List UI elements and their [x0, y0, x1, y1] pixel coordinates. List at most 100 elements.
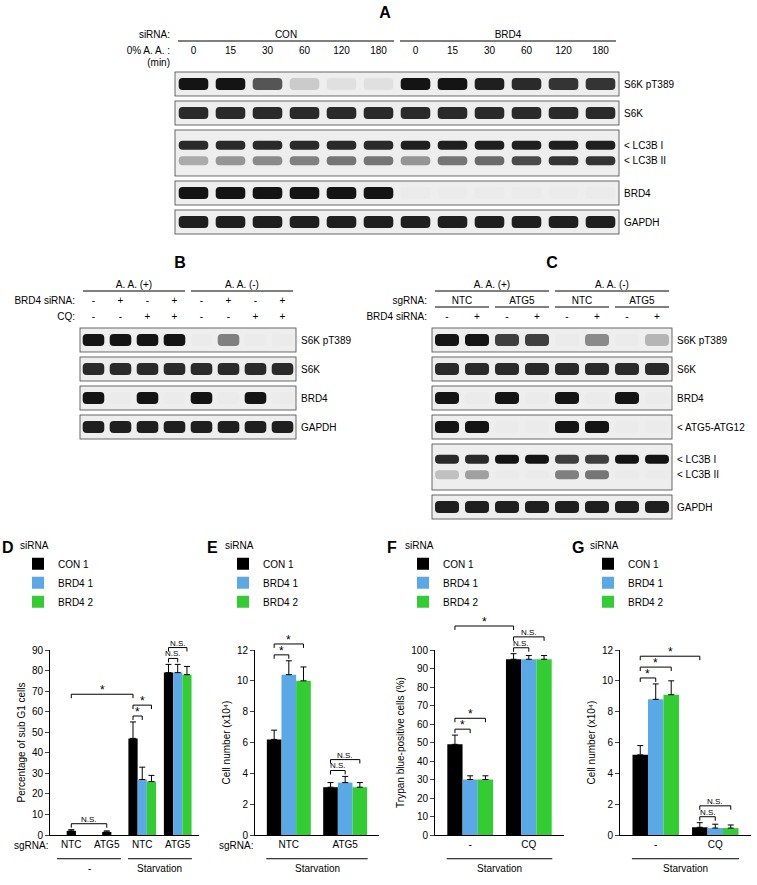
- svg-text:CQ: CQ: [708, 839, 723, 850]
- svg-text:70: 70: [417, 700, 429, 711]
- svg-text:-: -: [469, 839, 472, 850]
- svg-text:+: +: [253, 311, 259, 322]
- svg-text:CQ:: CQ:: [57, 311, 75, 322]
- svg-text:N.S.: N.S.: [521, 628, 537, 637]
- svg-text:BRD4 siRNA:: BRD4 siRNA:: [366, 311, 427, 322]
- svg-text:*: *: [468, 707, 473, 721]
- svg-text:-: -: [200, 295, 203, 306]
- svg-text:CON 1: CON 1: [443, 559, 474, 570]
- svg-text:N.S.: N.S.: [81, 815, 97, 824]
- svg-text:40: 40: [417, 756, 429, 767]
- svg-text:60: 60: [299, 45, 311, 56]
- svg-text:20: 20: [417, 793, 429, 804]
- svg-text:A. A. (-): A. A. (-): [595, 279, 629, 290]
- svg-text:Starvation: Starvation: [477, 863, 522, 874]
- svg-text:NTC: NTC: [132, 839, 153, 850]
- svg-text:*: *: [279, 644, 284, 658]
- svg-text:-: -: [505, 311, 508, 322]
- svg-text:80: 80: [417, 682, 429, 693]
- svg-text:0: 0: [422, 830, 428, 841]
- svg-text:BRD4 1: BRD4 1: [263, 578, 298, 589]
- svg-text:sgRNA:: sgRNA:: [219, 840, 253, 851]
- svg-text:30: 30: [32, 768, 44, 779]
- svg-text:NTC: NTC: [279, 839, 300, 850]
- svg-text:15: 15: [225, 45, 237, 56]
- svg-text:90: 90: [32, 645, 44, 656]
- svg-text:Cell number (x10⁴): Cell number (x10⁴): [586, 701, 597, 785]
- svg-text:S6K pT389: S6K pT389: [301, 335, 351, 346]
- svg-text:GAPDH: GAPDH: [677, 502, 713, 513]
- svg-text:N.S.: N.S.: [170, 639, 186, 648]
- svg-text:+: +: [474, 311, 480, 322]
- svg-text:siRNA:: siRNA:: [139, 29, 170, 40]
- svg-text:8: 8: [242, 706, 248, 717]
- svg-text:< LC3B II: < LC3B II: [677, 469, 719, 480]
- svg-text:180: 180: [592, 45, 609, 56]
- svg-text:-: -: [200, 311, 203, 322]
- svg-text:BRD4 2: BRD4 2: [263, 597, 298, 608]
- svg-text:sgRNA:: sgRNA:: [14, 840, 48, 851]
- svg-text:+: +: [118, 295, 124, 306]
- svg-text:*: *: [482, 615, 487, 629]
- svg-text:30: 30: [484, 45, 496, 56]
- svg-text:S6K: S6K: [677, 364, 696, 375]
- svg-text:Starvation: Starvation: [295, 863, 340, 874]
- svg-text:20: 20: [32, 788, 44, 799]
- svg-text:G: G: [572, 539, 584, 556]
- svg-text:siRNA: siRNA: [20, 540, 49, 551]
- svg-text:10: 10: [32, 809, 44, 820]
- svg-text:100: 100: [411, 645, 428, 656]
- svg-text:S6K pT389: S6K pT389: [677, 335, 727, 346]
- svg-text:*: *: [460, 718, 465, 732]
- svg-text:+: +: [280, 295, 286, 306]
- svg-text:10: 10: [602, 675, 614, 686]
- svg-text:+: +: [226, 295, 232, 306]
- svg-text:10: 10: [237, 675, 249, 686]
- svg-text:S6K: S6K: [301, 364, 320, 375]
- svg-text:2: 2: [607, 799, 613, 810]
- svg-text:15: 15: [447, 45, 459, 56]
- svg-text:80: 80: [32, 665, 44, 676]
- svg-text:< ATG5-ATG12: < ATG5-ATG12: [677, 422, 745, 433]
- svg-text:Percentage of sub G1 cells: Percentage of sub G1 cells: [16, 682, 27, 802]
- svg-text:0: 0: [242, 830, 248, 841]
- svg-text:< LC3B I: < LC3B I: [624, 140, 663, 151]
- svg-text:BRD4 2: BRD4 2: [628, 597, 663, 608]
- svg-text:*: *: [135, 705, 140, 719]
- svg-text:12: 12: [602, 645, 614, 656]
- svg-text:+: +: [594, 311, 600, 322]
- svg-text:F: F: [387, 539, 397, 556]
- svg-text:CQ: CQ: [521, 839, 536, 850]
- svg-text:CON 1: CON 1: [628, 559, 659, 570]
- svg-text:(min): (min): [147, 57, 170, 68]
- svg-text:siRNA: siRNA: [590, 540, 619, 551]
- svg-text:30: 30: [262, 45, 274, 56]
- svg-text:A. A. (-): A. A. (-): [225, 279, 259, 290]
- svg-text:NTC: NTC: [572, 295, 593, 306]
- svg-text:60: 60: [32, 706, 44, 717]
- svg-text:ATG5: ATG5: [509, 295, 535, 306]
- svg-text:BRD4 1: BRD4 1: [58, 578, 93, 589]
- svg-text:6: 6: [242, 737, 248, 748]
- svg-text:-: -: [565, 311, 568, 322]
- svg-text:40: 40: [32, 747, 44, 758]
- svg-text:GAPDH: GAPDH: [624, 217, 660, 228]
- svg-text:C: C: [546, 254, 558, 271]
- svg-text:siRNA: siRNA: [225, 540, 254, 551]
- svg-text:0: 0: [191, 45, 197, 56]
- svg-text:12: 12: [237, 645, 249, 656]
- svg-text:0% A. A. :: 0% A. A. :: [127, 45, 170, 56]
- svg-text:90: 90: [417, 663, 429, 674]
- svg-text:4: 4: [242, 768, 248, 779]
- svg-text:BRD4 2: BRD4 2: [58, 597, 93, 608]
- svg-text:BRD4: BRD4: [624, 188, 651, 199]
- svg-text:ATG5: ATG5: [332, 839, 358, 850]
- svg-text:A: A: [379, 4, 391, 21]
- svg-text:N.S.: N.S.: [700, 808, 716, 817]
- svg-text:*: *: [653, 656, 658, 670]
- svg-text:+: +: [145, 311, 151, 322]
- svg-text:50: 50: [417, 737, 429, 748]
- svg-text:-: -: [254, 295, 257, 306]
- svg-text:-: -: [119, 311, 122, 322]
- svg-text:S6K: S6K: [624, 108, 643, 119]
